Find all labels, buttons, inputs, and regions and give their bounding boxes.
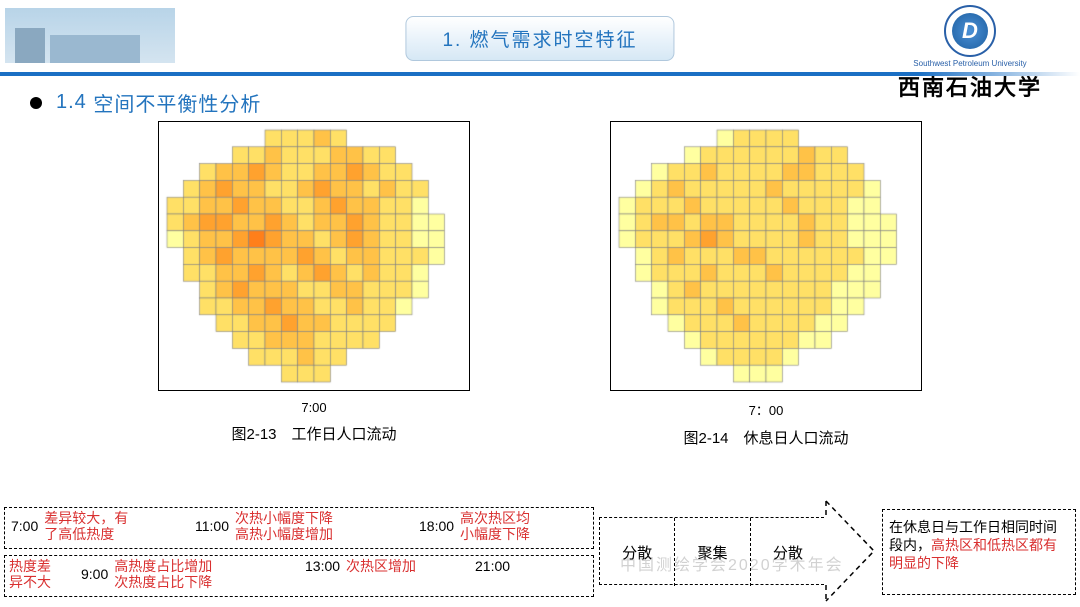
- timeline-row-1: 7:00 差异较大，有了高低热度 11:00 次热小幅度下降高热小幅度增加 18:00 高…: [4, 507, 594, 549]
- timeline-time: 7:00: [11, 518, 38, 534]
- watermark: 中国测绘学会2020学术年会: [620, 551, 844, 575]
- timeline-text: 次热小幅度下降高热小幅度增加: [235, 510, 333, 542]
- timeline-time: 11:00: [195, 518, 229, 534]
- timeline-item: 13:00 次热区增加: [305, 558, 445, 574]
- logo-ring: D: [944, 5, 996, 57]
- section-number: 1.4: [56, 91, 87, 114]
- timeline-item: 11:00 次热小幅度下降高热小幅度增加: [195, 510, 395, 542]
- university-logo-block: D Southwest Petroleum University 西南石油大学: [870, 5, 1070, 102]
- timeline-item: 21:00: [475, 558, 535, 574]
- timeline-time: 18:00: [419, 518, 454, 534]
- timeline: 7:00 差异较大，有了高低热度 11:00 次热小幅度下降高热小幅度增加 18:00 高…: [4, 507, 1076, 599]
- header-divider: [0, 72, 1080, 76]
- slide-title: 1. 燃气需求时空特征: [405, 16, 674, 61]
- campus-image: [5, 8, 175, 63]
- bullet-icon: [30, 97, 42, 109]
- header-banner: 1. 燃气需求时空特征 D Southwest Petroleum Univer…: [0, 0, 1080, 70]
- heatmap-right-block: 7：00 图2-14 休息日人口流动: [610, 121, 922, 448]
- timeline-item: 18:00 高次热区均小幅度下降: [419, 510, 589, 542]
- heatmap-left: [158, 121, 470, 391]
- timeline-item: 9:00 高热度占比增加次热度占比下降: [81, 558, 291, 590]
- heatmap-right: [610, 121, 922, 391]
- logo-letter: D: [952, 13, 988, 49]
- timeline-item: 7:00 差异较大，有了高低热度: [11, 510, 159, 542]
- heatmap-left-caption: 图2-13 工作日人口流动: [158, 423, 470, 444]
- timeline-conclusion: 在休息日与工作日相同时间段内，高热区和低热区都有明显的下降: [883, 510, 1075, 581]
- timeline-conclusion-box: 在休息日与工作日相同时间段内，高热区和低热区都有明显的下降: [882, 509, 1076, 595]
- timeline-text: 次热区增加: [346, 558, 416, 574]
- timeline-text: 高次热区均小幅度下降: [460, 510, 530, 542]
- timeline-row-2: 热度差异不大 9:00 高热度占比增加次热度占比下降 13:00 次热区增加 21:00: [4, 555, 594, 597]
- logo-english: Southwest Petroleum University: [870, 59, 1070, 68]
- heatmap-right-xlabel: 7：00: [610, 400, 922, 419]
- timeline-item: 热度差异不大: [9, 558, 69, 590]
- heatmap-right-caption: 图2-14 休息日人口流动: [610, 427, 922, 448]
- timeline-text: 高热度占比增加次热度占比下降: [114, 558, 212, 590]
- timeline-time: 13:00: [305, 558, 340, 574]
- timeline-text: 差异较大，有了高低热度: [44, 510, 128, 542]
- heatmap-left-xlabel: 7:00: [158, 400, 470, 415]
- timeline-time: 9:00: [81, 566, 108, 582]
- heatmap-left-block: 7:00 图2-13 工作日人口流动: [158, 121, 470, 448]
- charts-row: 7:00 图2-13 工作日人口流动 7：00 图2-14 休息日人口流动: [0, 121, 1080, 448]
- timeline-text: 热度差异不大: [9, 558, 51, 590]
- section-title-text: 空间不平衡性分析: [93, 88, 261, 117]
- timeline-time: 21:00: [475, 558, 510, 574]
